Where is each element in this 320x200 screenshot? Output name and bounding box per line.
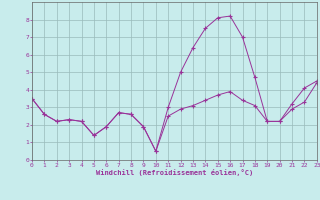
X-axis label: Windchill (Refroidissement éolien,°C): Windchill (Refroidissement éolien,°C) xyxy=(96,169,253,176)
